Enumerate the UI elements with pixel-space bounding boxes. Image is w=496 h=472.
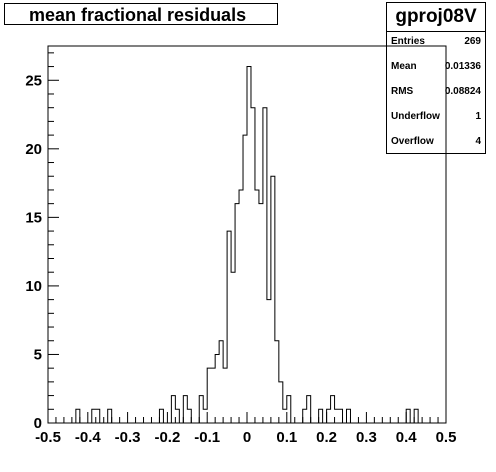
histogram-bin: [339, 409, 343, 423]
x-tick-label: 0.5: [436, 429, 457, 446]
stats-label: Underflow: [391, 111, 440, 122]
y-tick-label: 15: [25, 209, 42, 226]
x-tick-label: 0.1: [276, 429, 297, 446]
histogram-bin: [247, 67, 251, 423]
stats-value: 0.08824: [444, 86, 481, 97]
x-tick-label: -0.3: [115, 429, 141, 446]
histogram-bin: [275, 341, 279, 423]
histogram-bin: [159, 409, 163, 423]
x-tick-label: 0: [243, 429, 251, 446]
histogram-bin: [76, 409, 80, 423]
histogram-bin: [327, 409, 331, 423]
histogram-bin: [283, 409, 287, 423]
histogram-bin: [219, 341, 223, 423]
stats-label: Mean: [391, 61, 417, 72]
histogram-bin: [287, 396, 291, 423]
histogram-bin: [108, 409, 112, 423]
histogram-bin: [335, 409, 339, 423]
x-tick-label: 0.3: [356, 429, 377, 446]
histogram-bin: [243, 135, 247, 423]
histogram-bin: [263, 108, 267, 423]
stats-histogram-name: gproj08V: [387, 3, 485, 32]
histogram-bin: [414, 409, 418, 423]
histogram-bin: [96, 409, 100, 423]
histogram-bin: [255, 190, 259, 423]
y-tick-label: 5: [34, 346, 42, 363]
histogram-bin: [303, 409, 307, 423]
x-tick-label: 0.2: [316, 429, 337, 446]
stats-row-underflow: Underflow 1: [391, 110, 481, 124]
histogram-bin: [199, 396, 203, 423]
histogram-bin: [187, 409, 191, 423]
histogram-bin: [203, 409, 207, 423]
histogram-bin: [331, 396, 335, 423]
histogram-bin: [223, 368, 227, 423]
stats-row-overflow: Overflow 4: [391, 135, 481, 149]
histogram-bin: [271, 176, 275, 423]
histogram-title-box: mean fractional residuals: [4, 3, 278, 25]
histogram-bin: [235, 204, 239, 423]
x-tick-label: 0.4: [396, 429, 418, 446]
x-tick-label: -0.4: [75, 429, 102, 446]
x-tick-label: -0.2: [154, 429, 180, 446]
histogram-bin: [279, 382, 283, 423]
stats-label: Overflow: [391, 136, 434, 147]
stats-row-mean: Mean 0.01336: [391, 60, 481, 74]
x-tick-label: -0.5: [35, 429, 61, 446]
histogram-bin: [267, 300, 271, 423]
histogram-title: mean fractional residuals: [29, 5, 247, 25]
stats-label: Entries: [391, 36, 425, 47]
histogram-bin: [259, 204, 263, 423]
stats-value: 4: [475, 136, 481, 147]
stats-box: gproj08V Entries 269 Mean 0.01336 RMS 0.…: [386, 2, 486, 154]
stats-row-rms: RMS 0.08824: [391, 85, 481, 99]
stats-value: 0.01336: [444, 61, 481, 72]
histogram-bin: [92, 409, 96, 423]
y-tick-label: 20: [25, 141, 42, 158]
stats-label: RMS: [391, 86, 414, 97]
stats-row-entries: Entries 269: [391, 35, 481, 49]
stats-value: 269: [464, 36, 481, 47]
histogram-bin: [207, 368, 211, 423]
y-tick-label: 0: [34, 415, 42, 432]
histogram-bin: [347, 409, 351, 423]
histogram-bin: [211, 368, 215, 423]
histogram-bin: [251, 108, 255, 423]
histogram-bin: [227, 231, 231, 423]
y-tick-label: 10: [25, 278, 42, 295]
histogram-bin: [171, 396, 175, 423]
histogram-bin: [175, 409, 179, 423]
histogram-line: [75, 66, 419, 424]
histogram-bin: [307, 396, 311, 423]
histogram-bin: [239, 190, 243, 423]
histogram-bin: [231, 272, 235, 423]
histogram-bin: [319, 409, 323, 423]
histogram-bin: [406, 409, 410, 423]
histogram-bin: [215, 354, 219, 423]
x-tick-label: -0.1: [194, 429, 220, 446]
y-tick-label: 25: [25, 72, 42, 89]
histogram-bin: [183, 396, 187, 423]
stats-value: 1: [475, 111, 481, 122]
